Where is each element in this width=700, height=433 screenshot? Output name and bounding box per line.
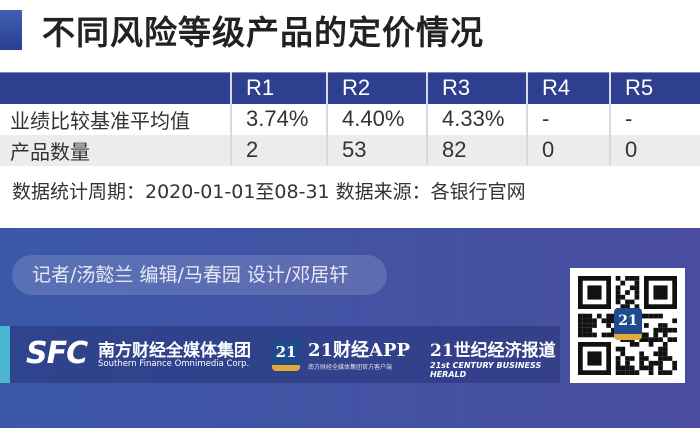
cell: 0 — [527, 134, 611, 166]
pricing-table: R1 R2 R3 R4 R5 业绩比较基准平均值 3.74% 4.40% 4.3… — [0, 72, 700, 166]
cell: 53 — [327, 134, 428, 166]
page-title: 不同风险等级产品的定价情况 — [42, 13, 484, 52]
app-subtitle: 南方财经全媒体集团官方客户端 — [308, 364, 393, 371]
table-row: 业绩比较基准平均值 3.74% 4.40% 4.33% - - — [0, 103, 700, 135]
qr-badge-icon: 21 — [614, 308, 642, 340]
herald-name: 21世纪经济报道 — [430, 341, 556, 361]
qr-code-icon — [578, 276, 677, 375]
header-cell: R3 — [427, 72, 528, 104]
header-cell — [0, 72, 232, 104]
sfc-name: 南方财经全媒体集团 — [98, 341, 251, 361]
cell: - — [527, 103, 611, 135]
header-cell: R5 — [610, 72, 700, 104]
app-badge-icon: 21 — [272, 339, 300, 371]
table-header-row: R1 R2 R3 R4 R5 — [0, 72, 700, 104]
cell: - — [625, 106, 633, 131]
sfc-logo: SFC — [26, 336, 88, 371]
cell: 3.74% — [231, 103, 328, 135]
app-name: 21财经APP — [308, 340, 411, 361]
credits: 记者/汤懿兰 编辑/马春园 设计/邓居轩 — [12, 255, 387, 295]
row-label: 产品数量 — [0, 134, 232, 166]
cell: 82 — [427, 134, 528, 166]
cell: 4.33% — [427, 103, 528, 135]
header-cell: R4 — [527, 72, 611, 104]
qr-code: 21 — [570, 268, 685, 383]
title-accent-bar — [0, 10, 22, 50]
footer-panel: 记者/汤懿兰 编辑/马春园 设计/邓居轩 SFC 南方财经全媒体集团 South… — [0, 228, 700, 428]
cell: 2 — [231, 134, 328, 166]
sfc-english-name: Southern Finance Omnimedia Corp. — [98, 359, 250, 369]
header-cell: R2 — [327, 72, 428, 104]
cell: 4.40% — [327, 103, 428, 135]
cell: 0 — [610, 134, 700, 166]
accent-strip — [0, 326, 10, 383]
header-cell: R1 — [231, 72, 328, 104]
logo-band: SFC 南方财经全媒体集团 Southern Finance Omnimedia… — [0, 326, 560, 383]
herald-english-name: 21st CENTURY BUSINESS HERALD — [430, 361, 542, 379]
row-label: 业绩比较基准平均值 — [0, 103, 232, 135]
table-row: 产品数量 2 53 82 0 0 — [0, 134, 700, 166]
data-source-note: 数据统计周期：2020-01-01至08-31 数据来源：各银行官网 — [12, 181, 526, 203]
